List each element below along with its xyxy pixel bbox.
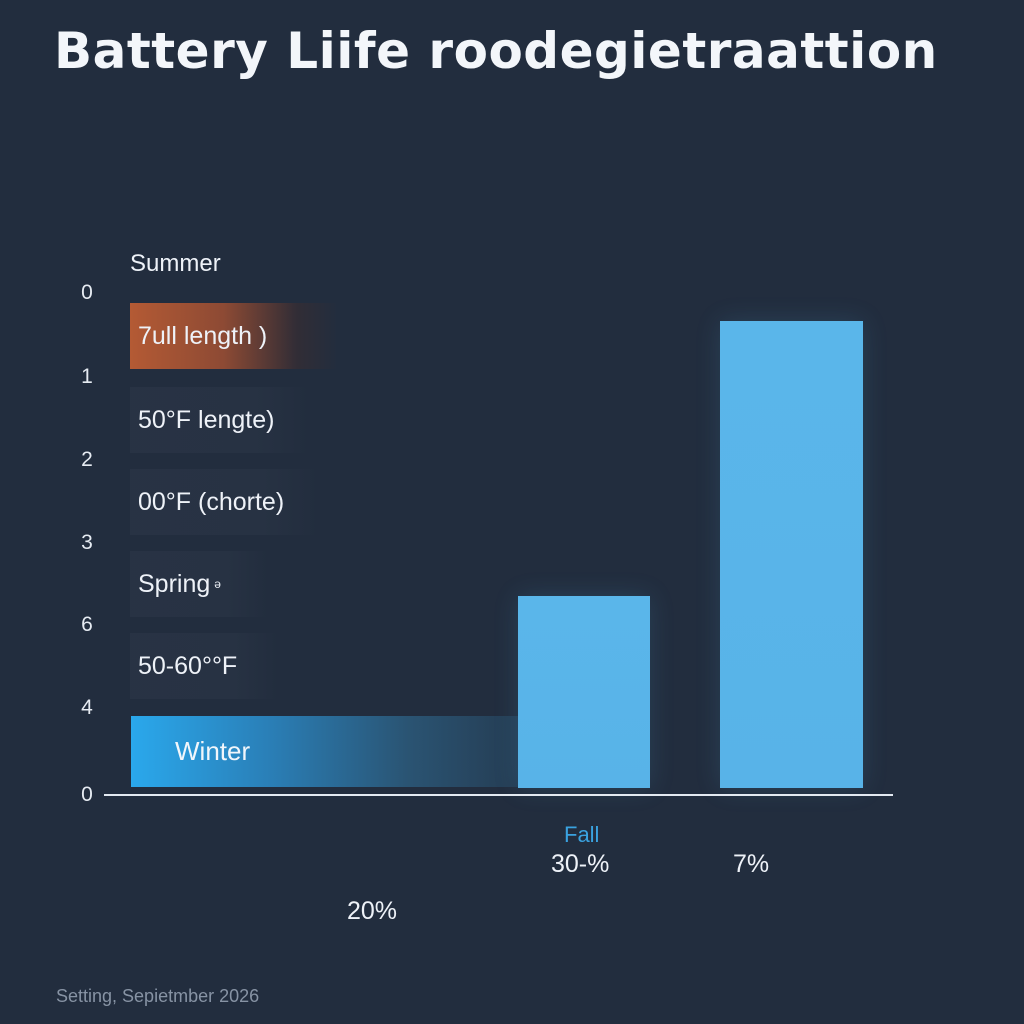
footer-note: Setting, Sepietmber 2026 (56, 986, 260, 1006)
y-tick-label: 4 (81, 696, 93, 719)
spring-mark: ə (214, 577, 221, 591)
chart-title: Battery Liife roodegietraattion (54, 22, 938, 80)
annotation-row: Spring ə (130, 551, 268, 617)
y-tick-label: 6 (81, 613, 93, 636)
y-tick-label: 0 (81, 281, 93, 304)
row-label: Spring (138, 569, 211, 598)
annotation-row: 00°F (chorte) (130, 469, 318, 535)
winter-band: Winter (131, 716, 591, 787)
row-label: 00°F (chorte) (138, 487, 285, 516)
y-tick-label: 2 (81, 448, 93, 471)
row-label: 50-60°°F (138, 651, 238, 680)
y-tick-label: 1 (81, 365, 93, 388)
winter-label: Winter (175, 736, 251, 766)
annotation-row: 50-60°°F (130, 633, 278, 699)
annotation-row: 50°F lengte) (130, 387, 308, 453)
category-label-fall: Fall (564, 822, 600, 847)
x-axis-baseline (104, 794, 893, 796)
row-label: 50°F lengte) (138, 405, 275, 434)
value-label-third: 7% (733, 850, 770, 878)
value-label-fall: 30-% (551, 850, 610, 878)
y-tick-label: 0 (81, 783, 93, 806)
summer-header: Summer (130, 250, 221, 277)
y-tick-label: 3 (81, 531, 93, 554)
bar-third (720, 321, 863, 788)
value-label-winter: 20% (347, 897, 398, 925)
bar-fall (518, 596, 650, 788)
row-label: 7ull length ) (138, 321, 268, 350)
summer-highlight-row: 7ull length ) (130, 303, 338, 369)
